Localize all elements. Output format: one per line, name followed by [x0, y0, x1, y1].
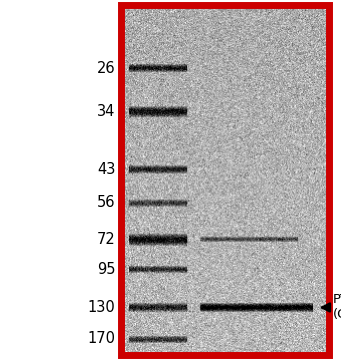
Text: 170: 170	[88, 332, 116, 346]
Text: 95: 95	[97, 262, 116, 276]
Text: 34: 34	[97, 104, 116, 120]
Bar	[121, 5, 329, 355]
Text: PTPRC
(CD45): PTPRC (CD45)	[322, 293, 341, 321]
Text: 56: 56	[97, 195, 116, 210]
Text: 26: 26	[97, 61, 116, 76]
Text: 72: 72	[97, 232, 116, 247]
Text: 43: 43	[97, 162, 116, 177]
Text: 130: 130	[88, 300, 116, 315]
